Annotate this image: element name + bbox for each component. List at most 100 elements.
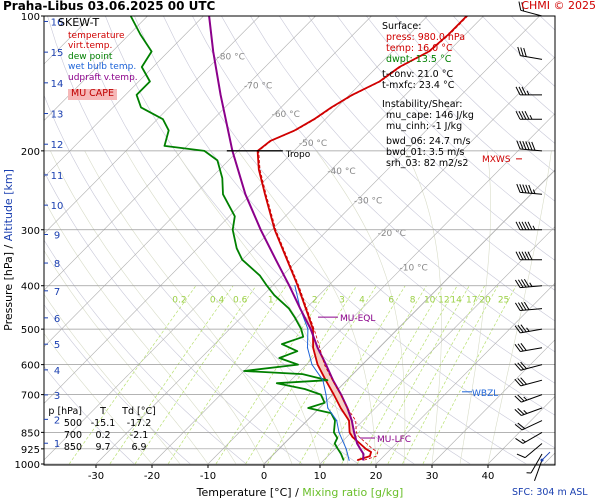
wind-barb-flag — [514, 302, 521, 311]
data-point-dew-point — [302, 373, 304, 375]
series-virt-temp — [258, 16, 469, 461]
data-point-temperature — [312, 328, 314, 330]
data-point-udpraft-v-temp — [288, 285, 290, 287]
data-point-temperature — [274, 229, 276, 231]
wind-barb-shaft — [520, 148, 543, 152]
data-point-udpraft-v-temp — [359, 448, 361, 450]
data-point-wet-bulb-temp — [348, 459, 350, 461]
data-point-udpraft-v-temp — [220, 94, 222, 96]
wind-barb-flag — [517, 302, 524, 311]
y-axis-title: Pressure [hPa] / Altitude [km] — [2, 169, 15, 331]
bwd-06-value: bwd_06: 24.7 m/s — [386, 136, 471, 147]
wind-barb-flag — [518, 110, 524, 120]
isotherm-label: -50 °C — [299, 139, 327, 149]
page-title: Praha-Libus 03.06.2025 00 UTC — [3, 0, 216, 13]
wind-barb-half — [526, 90, 530, 96]
dry-adiabat — [221, 16, 555, 353]
data-point-temperature — [297, 285, 299, 287]
surface-heading: Surface: — [382, 21, 422, 32]
wind-barb-flag — [517, 422, 526, 430]
wind-barb-flag — [523, 278, 530, 288]
table-cell: -17.2 — [126, 418, 152, 429]
wind-barb-flag — [520, 324, 527, 333]
table-cell: -2.1 — [129, 430, 149, 441]
data-point-wet-bulb-temp — [294, 285, 296, 287]
wind-barb-flag — [517, 394, 525, 402]
wind-barb-flag — [514, 423, 523, 431]
data-point-wet-bulb-temp — [336, 420, 338, 422]
altitude-tick-label: 15 — [51, 48, 64, 59]
isotherm — [375, 282, 555, 465]
data-point-dew-point — [168, 129, 170, 131]
wind-barb-flag — [515, 438, 524, 444]
wind-barb-flag — [515, 110, 521, 120]
data-point-dew-point — [302, 336, 304, 338]
table-header-td: Td [°C] — [122, 406, 156, 417]
altitude-tick-label: 4 — [54, 366, 60, 377]
altitude-tick-label: 9 — [54, 231, 60, 242]
data-point-dew-point — [278, 357, 280, 359]
wind-barb — [515, 86, 542, 96]
series-udpraft-v-temp — [208, 16, 365, 461]
wind-barb-flag — [514, 395, 522, 403]
data-point-udpraft-v-temp — [362, 453, 365, 455]
wind-barb-flag — [515, 86, 521, 96]
data-point-dew-point — [236, 247, 238, 249]
wind-barb — [516, 443, 543, 459]
data-point-temperature — [365, 448, 367, 450]
wind-barb-shaft — [534, 459, 543, 481]
surface-wind-dot — [540, 458, 544, 462]
data-point-wet-bulb-temp — [327, 407, 329, 409]
wind-barb-flag — [520, 47, 524, 57]
moist-adiabat — [487, 150, 552, 465]
altitude-tick-label: 1 — [54, 439, 60, 450]
mixing-ratio-label: 25 — [498, 296, 509, 306]
surface-temp: temp: 16.0 °C — [386, 43, 453, 54]
wind-barb-flag — [518, 86, 524, 96]
wind-barb — [516, 140, 543, 152]
data-point-temperature — [258, 168, 260, 170]
mu-cinh-value: mu_cinh: -1 J/kg — [386, 121, 463, 132]
wind-barb — [516, 183, 543, 195]
wind-barb-half — [532, 225, 536, 231]
instability-heading: Instability/Shear: — [382, 99, 463, 110]
data-point-temperature — [351, 436, 353, 438]
mixing-ratio-label: 6 — [388, 296, 394, 306]
data-point-temperature — [312, 347, 314, 349]
wind-barb — [514, 342, 543, 353]
data-point-dew-point — [149, 80, 151, 83]
data-point-dew-point — [307, 407, 309, 409]
grid-labels: -80 °C -70 °C -60 °C -50 °C -40 °C -30 °C -20 … — [172, 52, 509, 305]
data-point-udpraft-v-temp — [340, 394, 342, 396]
mixing-ratio-label: 1 — [268, 296, 274, 306]
legend-item-dew-point: dew point — [68, 51, 113, 62]
data-point-dew-point — [324, 402, 326, 404]
data-point-udpraft-v-temp — [325, 364, 327, 366]
altitude-tick-label: 8 — [54, 259, 60, 270]
mixing-ratio-label: 0.2 — [172, 296, 186, 306]
mixing-ratio-label: 3 — [339, 296, 345, 306]
wind-barb-flag — [515, 221, 521, 231]
isotherm-label: -40 °C — [327, 167, 355, 177]
data-point-wet-bulb-temp — [307, 328, 309, 330]
wind-barb — [534, 459, 543, 481]
isotherm — [543, 452, 555, 465]
legend-item-wet-bulb: wet bulb temp. — [68, 62, 137, 72]
wind-barb-flag — [521, 110, 527, 120]
mxws-label: MXWS — [482, 155, 511, 165]
wind-barb — [514, 301, 543, 312]
x-tick-label: 10 — [314, 471, 327, 482]
legend-item-virt-temp: virt.temp. — [68, 41, 113, 51]
isotherm-label: -60 °C — [272, 110, 300, 120]
wind-barb — [514, 420, 543, 431]
wind-barb-shaft — [520, 191, 543, 195]
wind-barb-flag — [519, 140, 524, 150]
mixing-ratio-label: 20 — [479, 296, 491, 306]
altitude-tick-label: 7 — [54, 287, 60, 298]
data-point-dew-point — [340, 453, 342, 455]
x-axis-title: Temperature [°C] / Mixing ratio [g/kg] — [196, 486, 404, 499]
table-cell: 9.7 — [95, 442, 111, 453]
bwd-01-value: bwd_01: 3.5 m/s — [386, 147, 465, 158]
table-header-p: p [hPa] — [48, 406, 82, 417]
altitude-tick-label: 13 — [51, 110, 64, 121]
